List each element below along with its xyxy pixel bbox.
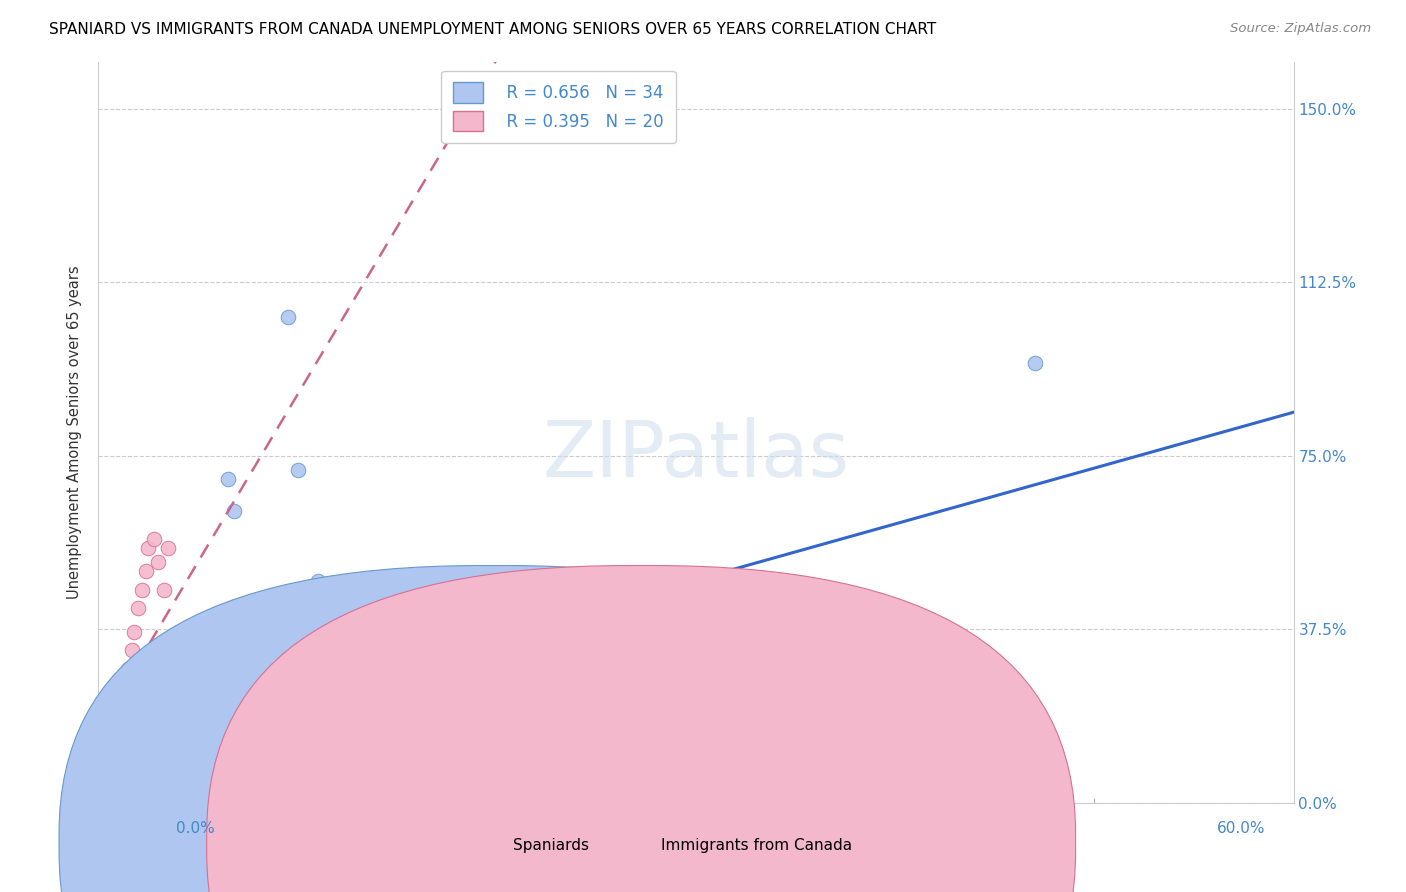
Point <box>112 768 135 782</box>
Point <box>105 736 128 750</box>
Point <box>110 787 132 801</box>
Point <box>197 791 219 805</box>
Point <box>148 643 170 657</box>
Point <box>98 793 122 807</box>
Point <box>485 652 508 666</box>
Point <box>148 555 170 569</box>
Point <box>117 726 139 740</box>
Point <box>91 793 114 807</box>
Text: Immigrants from Canada: Immigrants from Canada <box>661 838 852 853</box>
Point <box>127 601 149 615</box>
Point <box>143 791 166 805</box>
Point <box>775 606 797 620</box>
Point <box>217 472 239 486</box>
Point <box>157 541 180 556</box>
Point <box>153 582 176 597</box>
Point <box>121 643 143 657</box>
Point <box>127 657 149 671</box>
Point <box>117 662 139 676</box>
Text: Spaniards: Spaniards <box>513 838 589 853</box>
Point <box>136 541 159 556</box>
Y-axis label: Unemployment Among Seniors over 65 years: Unemployment Among Seniors over 65 years <box>67 266 83 599</box>
Point <box>124 624 146 639</box>
Point <box>97 793 120 807</box>
Point <box>287 462 309 476</box>
Point <box>124 680 146 694</box>
Point <box>96 793 118 807</box>
Point <box>112 680 135 694</box>
Point <box>131 582 153 597</box>
Point <box>136 671 159 685</box>
Point <box>111 758 134 772</box>
Point <box>97 772 120 787</box>
Point <box>101 749 124 764</box>
Point <box>131 787 153 801</box>
Point <box>91 791 114 805</box>
Point <box>120 787 142 801</box>
Point <box>135 565 157 579</box>
Legend:   R = 0.656   N = 34,   R = 0.395   N = 20: R = 0.656 N = 34, R = 0.395 N = 20 <box>441 70 676 143</box>
Point <box>426 791 449 805</box>
Point <box>93 791 115 805</box>
Point <box>704 791 727 805</box>
Point <box>526 671 548 685</box>
Point <box>222 504 245 518</box>
Point <box>105 781 128 796</box>
Point <box>111 698 134 713</box>
Text: Source: ZipAtlas.com: Source: ZipAtlas.com <box>1230 22 1371 36</box>
Point <box>101 791 124 805</box>
Point <box>277 310 299 324</box>
Point <box>107 722 129 736</box>
Text: 0.0%: 0.0% <box>176 821 215 836</box>
Point <box>157 787 180 801</box>
Text: SPANIARD VS IMMIGRANTS FROM CANADA UNEMPLOYMENT AMONG SENIORS OVER 65 YEARS CORR: SPANIARD VS IMMIGRANTS FROM CANADA UNEMP… <box>49 22 936 37</box>
Point <box>143 532 166 546</box>
Text: 60.0%: 60.0% <box>1218 821 1265 836</box>
Point <box>307 574 329 588</box>
Point <box>107 777 129 791</box>
Point <box>103 787 125 801</box>
Point <box>93 791 115 805</box>
Text: ZIPatlas: ZIPatlas <box>543 417 849 493</box>
Point <box>385 791 409 805</box>
Point <box>89 793 111 807</box>
Point <box>1024 356 1046 370</box>
